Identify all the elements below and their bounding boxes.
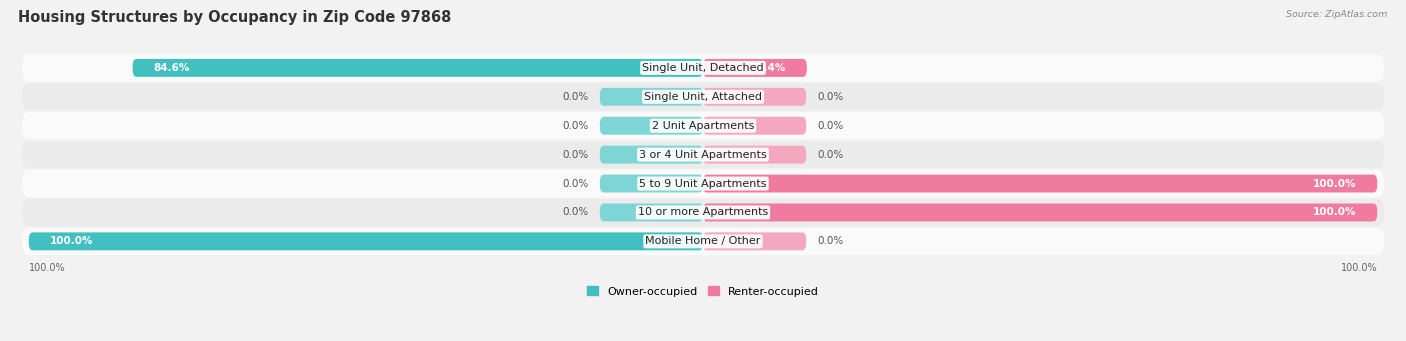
FancyBboxPatch shape — [600, 146, 703, 164]
Text: 100.0%: 100.0% — [28, 263, 66, 273]
Text: 2 Unit Apartments: 2 Unit Apartments — [652, 121, 754, 131]
FancyBboxPatch shape — [703, 204, 1378, 221]
FancyBboxPatch shape — [22, 83, 1384, 110]
Text: 10 or more Apartments: 10 or more Apartments — [638, 207, 768, 218]
FancyBboxPatch shape — [22, 141, 1384, 168]
Text: 100.0%: 100.0% — [49, 236, 93, 246]
FancyBboxPatch shape — [22, 199, 1384, 226]
Text: 0.0%: 0.0% — [817, 150, 844, 160]
Text: 100.0%: 100.0% — [1313, 179, 1357, 189]
Text: Single Unit, Attached: Single Unit, Attached — [644, 92, 762, 102]
Legend: Owner-occupied, Renter-occupied: Owner-occupied, Renter-occupied — [582, 282, 824, 301]
Text: 0.0%: 0.0% — [817, 236, 844, 246]
FancyBboxPatch shape — [132, 59, 703, 77]
FancyBboxPatch shape — [703, 88, 806, 106]
FancyBboxPatch shape — [703, 117, 806, 135]
Text: 0.0%: 0.0% — [562, 207, 589, 218]
Text: Housing Structures by Occupancy in Zip Code 97868: Housing Structures by Occupancy in Zip C… — [18, 10, 451, 25]
Text: 100.0%: 100.0% — [1313, 207, 1357, 218]
Text: Mobile Home / Other: Mobile Home / Other — [645, 236, 761, 246]
Text: Source: ZipAtlas.com: Source: ZipAtlas.com — [1286, 10, 1388, 19]
Text: 0.0%: 0.0% — [817, 92, 844, 102]
FancyBboxPatch shape — [703, 146, 806, 164]
Text: 15.4%: 15.4% — [749, 63, 786, 73]
FancyBboxPatch shape — [600, 117, 703, 135]
Text: 100.0%: 100.0% — [1340, 263, 1378, 273]
FancyBboxPatch shape — [703, 59, 807, 77]
Text: 0.0%: 0.0% — [562, 121, 589, 131]
FancyBboxPatch shape — [600, 175, 703, 193]
FancyBboxPatch shape — [22, 112, 1384, 139]
Text: 0.0%: 0.0% — [562, 92, 589, 102]
Text: 0.0%: 0.0% — [562, 179, 589, 189]
FancyBboxPatch shape — [600, 204, 703, 221]
FancyBboxPatch shape — [600, 88, 703, 106]
Text: 0.0%: 0.0% — [817, 121, 844, 131]
FancyBboxPatch shape — [22, 54, 1384, 81]
Text: 84.6%: 84.6% — [153, 63, 190, 73]
Text: 0.0%: 0.0% — [562, 150, 589, 160]
FancyBboxPatch shape — [703, 233, 806, 250]
Text: 5 to 9 Unit Apartments: 5 to 9 Unit Apartments — [640, 179, 766, 189]
FancyBboxPatch shape — [28, 233, 703, 250]
FancyBboxPatch shape — [22, 228, 1384, 255]
Text: 3 or 4 Unit Apartments: 3 or 4 Unit Apartments — [640, 150, 766, 160]
Text: Single Unit, Detached: Single Unit, Detached — [643, 63, 763, 73]
FancyBboxPatch shape — [22, 170, 1384, 197]
FancyBboxPatch shape — [703, 175, 1378, 193]
